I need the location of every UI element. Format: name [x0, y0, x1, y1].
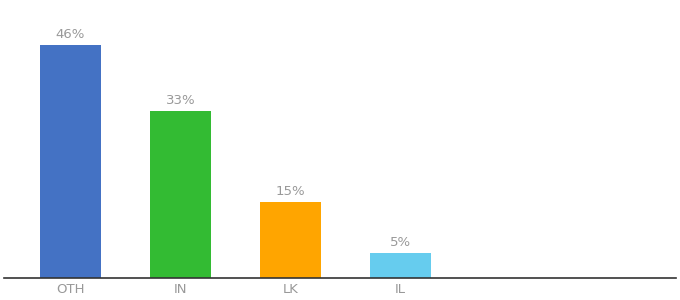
- Text: 15%: 15%: [275, 185, 305, 198]
- Bar: [150, 111, 211, 278]
- Text: 46%: 46%: [56, 28, 85, 41]
- Bar: [40, 45, 101, 278]
- Bar: [371, 253, 431, 278]
- Bar: [260, 202, 321, 278]
- Text: 33%: 33%: [165, 94, 195, 107]
- Text: 5%: 5%: [390, 236, 411, 249]
